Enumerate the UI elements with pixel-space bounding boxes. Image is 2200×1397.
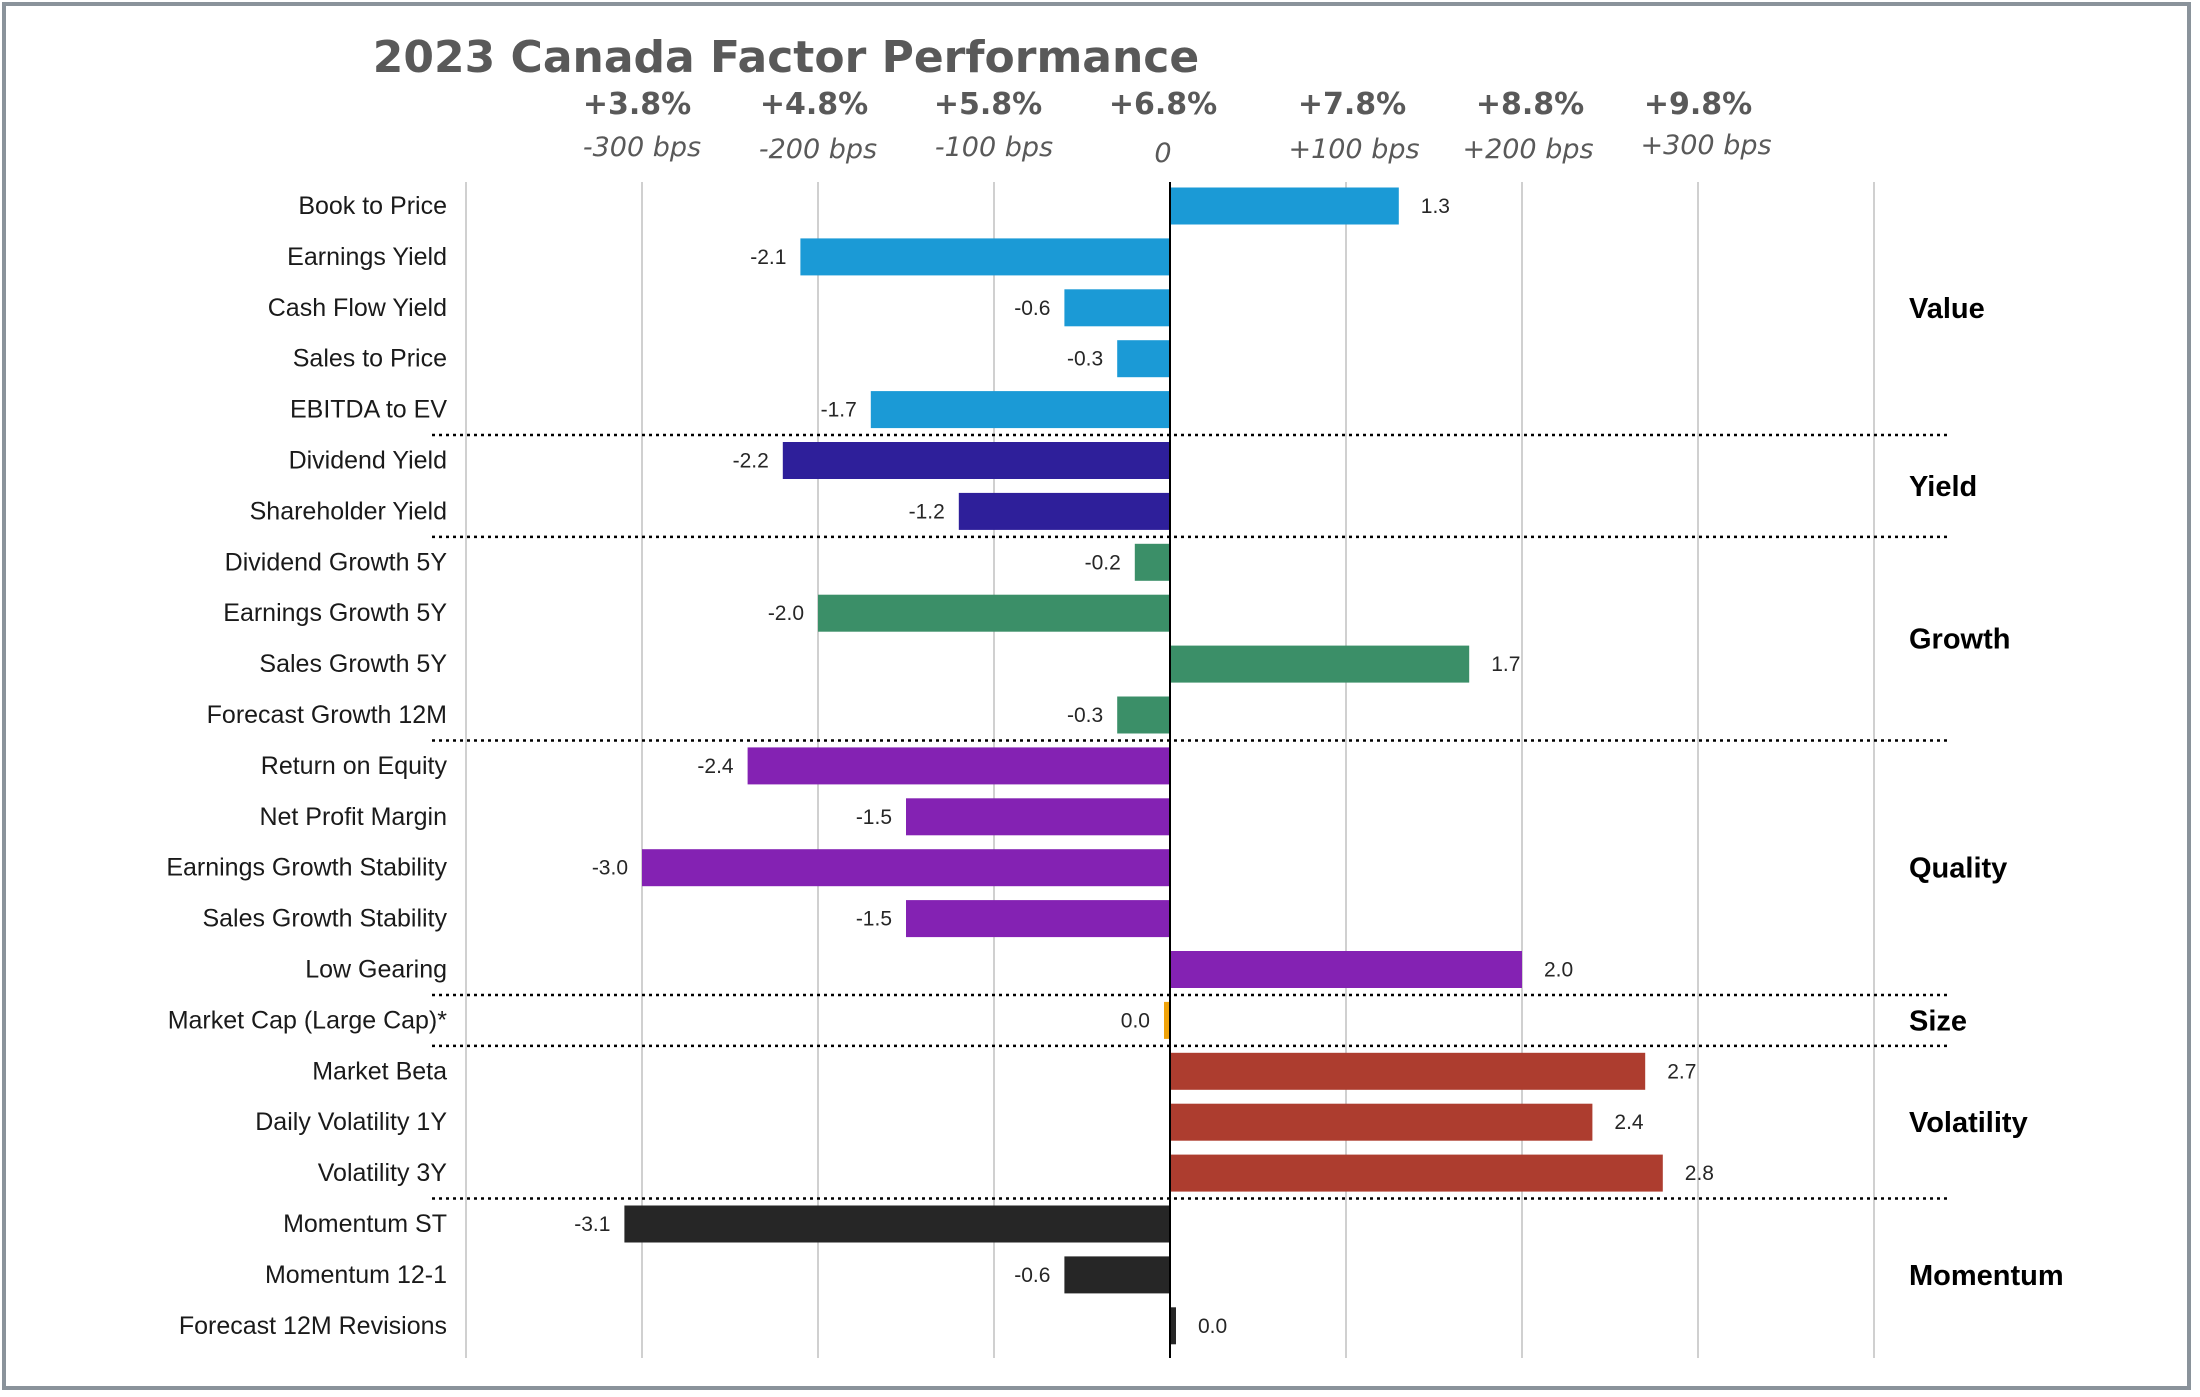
value-label: 2.7: [1667, 1060, 1696, 1083]
bar: [1170, 1052, 1646, 1090]
value-label: 1.3: [1421, 195, 1450, 218]
top-axis-bps-label: -300 bps: [583, 132, 701, 163]
bar: [906, 798, 1170, 836]
top-axis-bps-label: +300 bps: [1640, 130, 1771, 161]
top-axis-pct-label: +8.8%: [1476, 87, 1584, 122]
top-axis-pct-label: +3.8%: [583, 87, 691, 122]
group-label: Yield: [1909, 471, 1977, 503]
category-label: Market Beta: [312, 1057, 447, 1085]
chart-title: 2023 Canada Factor Performance: [373, 32, 1199, 83]
top-axis-bps-label: -200 bps: [759, 134, 877, 165]
group-separators: [432, 433, 1950, 1200]
bar: [747, 747, 1170, 785]
category-label: Return on Equity: [261, 752, 448, 780]
value-label: -0.2: [1085, 551, 1121, 574]
value-label: -1.7: [821, 399, 857, 422]
value-label: -0.3: [1067, 348, 1103, 371]
value-label: -2.1: [750, 246, 786, 269]
group-label: Quality: [1909, 853, 2007, 885]
value-label: -3.1: [574, 1213, 610, 1236]
value-label: 2.8: [1685, 1162, 1714, 1185]
group-labels: Value Yield Growth Quality Size Volatility Mom…: [1909, 293, 2064, 1292]
value-label: -0.6: [1014, 1264, 1050, 1287]
bar: [624, 1205, 1170, 1243]
top-axis-pct-label: +5.8%: [934, 87, 1042, 122]
value-label: 2.4: [1614, 1111, 1644, 1134]
category-label: Volatility 3Y: [318, 1159, 448, 1187]
value-label: -2.0: [768, 602, 804, 625]
factor-performance-chart: 2023 Canada Factor Performance +3.8% -300…: [166, 32, 2064, 1358]
value-label: 0.0: [1121, 1009, 1150, 1032]
value-label: 2.0: [1544, 959, 1573, 982]
group-label: Volatility: [1909, 1107, 2028, 1139]
category-label: Low Gearing: [305, 956, 447, 984]
bar: [642, 849, 1170, 887]
category-label: Dividend Yield: [289, 447, 447, 475]
bar: [1170, 187, 1399, 225]
value-label: -1.5: [856, 806, 892, 829]
value-label: -0.3: [1067, 704, 1103, 727]
value-labels: 1.3 -2.1 -0.6 -0.3 -1.7 -2.2 -1.2 -0.2 -2.0 1.7 -0…: [574, 195, 1714, 1338]
value-label: 0.0: [1198, 1315, 1227, 1338]
bar: [1170, 645, 1470, 683]
category-label: Daily Volatility 1Y: [255, 1108, 447, 1136]
bar: [870, 391, 1170, 429]
value-label: -0.6: [1014, 297, 1050, 320]
bar: [1170, 1103, 1593, 1141]
bar: [818, 594, 1170, 632]
top-axis: +3.8% -300 bps +4.8% -200 bps +5.8% -100 bps +…: [583, 87, 1772, 169]
category-label: Market Cap (Large Cap)*: [168, 1006, 448, 1034]
group-label: Growth: [1909, 624, 2011, 656]
category-label: Shareholder Yield: [250, 497, 447, 525]
bar: [1164, 1001, 1170, 1039]
value-label: -2.4: [697, 755, 734, 778]
top-axis-pct-label: +6.8%: [1109, 87, 1217, 122]
bar: [800, 238, 1170, 276]
bar: [1117, 696, 1170, 734]
top-axis-bps-label: +100 bps: [1288, 134, 1419, 165]
bar: [1064, 1256, 1170, 1294]
bar: [1064, 289, 1170, 327]
bar: [782, 442, 1170, 479]
group-label: Size: [1909, 1005, 1967, 1037]
value-label: 1.7: [1491, 653, 1520, 676]
top-axis-bps-label: -100 bps: [935, 132, 1053, 163]
top-axis-pct-label: +7.8%: [1298, 87, 1406, 122]
group-label: Momentum: [1909, 1260, 2064, 1292]
category-label: Sales Growth Stability: [202, 905, 447, 933]
category-label: Sales Growth 5Y: [259, 650, 447, 678]
bar: [958, 492, 1170, 530]
category-label: Forecast 12M Revisions: [179, 1312, 447, 1340]
category-label: Sales to Price: [293, 345, 447, 373]
top-axis-bps-label: +200 bps: [1462, 134, 1593, 165]
category-label: Dividend Growth 5Y: [225, 548, 448, 576]
value-label: -2.2: [733, 450, 769, 473]
category-label: Book to Price: [298, 192, 447, 220]
bars: [624, 187, 1663, 1345]
category-label: Net Profit Margin: [259, 803, 447, 831]
category-label: Cash Flow Yield: [268, 294, 447, 322]
group-label: Value: [1909, 293, 1985, 325]
bar: [1170, 1307, 1176, 1345]
top-axis-pct-label: +4.8%: [760, 87, 868, 122]
bar: [1170, 951, 1522, 988]
category-label: EBITDA to EV: [290, 396, 447, 424]
bar: [1170, 1154, 1663, 1192]
category-label: Forecast Growth 12M: [207, 701, 447, 729]
category-label: Earnings Growth 5Y: [223, 599, 447, 627]
category-label: Earnings Growth Stability: [166, 854, 447, 882]
bar: [906, 900, 1170, 938]
bar: [1117, 340, 1170, 378]
category-label: Momentum ST: [283, 1210, 447, 1238]
value-label: -1.5: [856, 908, 892, 931]
top-axis-bps-label: 0: [1154, 138, 1171, 169]
top-axis-pct-label: +9.8%: [1644, 87, 1752, 122]
category-labels: Book to Price Earnings Yield Cash Flow Yie…: [166, 192, 447, 1340]
value-label: -3.0: [592, 857, 628, 880]
category-label: Earnings Yield: [287, 243, 447, 271]
category-label: Momentum 12-1: [265, 1261, 447, 1289]
bar: [1134, 543, 1170, 581]
value-label: -1.2: [909, 500, 945, 523]
